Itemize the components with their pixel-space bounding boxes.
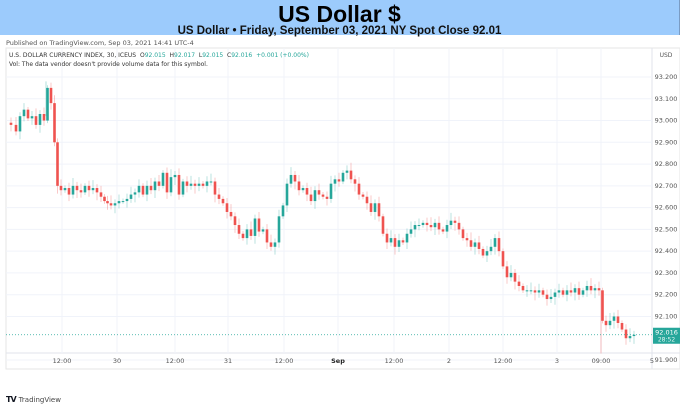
x-tick-label: 2 (447, 357, 451, 365)
tradingview-logo-icon: TV (6, 395, 17, 404)
y-tick-label: 91.900 (655, 356, 678, 364)
plot-frame (5, 47, 680, 370)
x-tick-label: 12:00 (275, 357, 294, 365)
candles (9, 82, 636, 345)
change-value: +0.001 (+0.00%) (256, 52, 309, 59)
chart-banner: US Dollar $ US Dollar • Friday, Septembe… (0, 0, 680, 37)
last-price-tag (653, 327, 680, 344)
ohlc-line: U.S. DOLLAR CURRENCY INDEX, 30, ICEUS O9… (9, 52, 309, 59)
candlestick-chart[interactable]: 93.200 93.100 93.000 92.900 92.800 92.700 92.6… (0, 0, 680, 395)
low-value: 92.015 (202, 52, 224, 59)
x-tick-label: 3 (555, 357, 559, 365)
x-tick-label: 31 (224, 357, 232, 365)
open-value: 92.015 (144, 52, 166, 59)
y-tick-label: 92.300 (655, 269, 678, 277)
y-tick-label: 93.100 (655, 95, 678, 103)
y-tick-label: 92.400 (655, 247, 678, 255)
bar-countdown: 28:52 (658, 337, 675, 344)
x-tick-label: 12:00 (385, 357, 404, 365)
y-tick-label: 92.900 (655, 138, 678, 146)
y-tick-label: 93.000 (655, 117, 678, 125)
x-tick-label: 12:00 (53, 357, 72, 365)
published-note: Published on TradingView.com, Sep 03, 20… (6, 39, 194, 47)
tradingview-brand: TradingView (18, 396, 61, 404)
high-value: 92.017 (174, 52, 196, 59)
last-price-value: 92.016 (655, 329, 678, 337)
x-tick-label: 12:00 (494, 357, 513, 365)
x-tick-label: 5 (650, 357, 654, 365)
y-tick-label: 92.100 (655, 312, 678, 320)
x-tick-label: 30 (113, 357, 121, 365)
y-tick-label: 92.200 (655, 291, 678, 299)
y-tick-label: 93.200 (655, 73, 678, 81)
symbol-name: U.S. DOLLAR CURRENCY INDEX, 30, ICEUS (9, 52, 137, 59)
close-value: 92.016 (231, 52, 253, 59)
banner-subtitle: US Dollar • Friday, September 03, 2021 N… (177, 25, 502, 37)
x-tick-label: Sep (331, 357, 345, 365)
x-tick-label: 12:00 (166, 357, 185, 365)
tradingview-logo[interactable]: TV TradingView (6, 395, 61, 404)
y-tick-label: 92.500 (655, 225, 678, 233)
y-tick-label: 92.800 (655, 160, 678, 168)
currency-label[interactable]: USD (660, 52, 673, 59)
volume-note: Vol: The data vendor doesn't provide vol… (9, 61, 208, 68)
banner-title: US Dollar $ (278, 1, 401, 27)
y-tick-label: 92.600 (655, 204, 678, 212)
symbol-legend: U.S. DOLLAR CURRENCY INDEX, 30, ICEUS O9… (9, 51, 309, 69)
y-tick-label: 92.700 (655, 182, 678, 190)
x-tick-label: 09:00 (592, 357, 611, 365)
